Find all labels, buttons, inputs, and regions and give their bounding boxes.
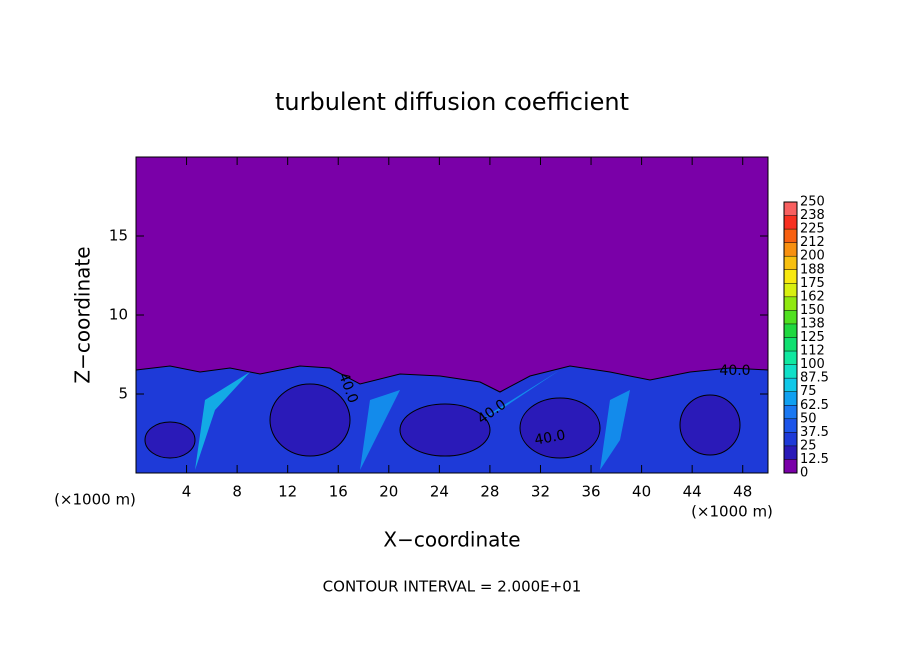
x-unit-right: (×1000 m) (691, 503, 773, 521)
colorbar-label: 138 (800, 316, 825, 331)
colorbar-label: 25 (800, 438, 817, 453)
colorbar-swatch (784, 405, 797, 419)
colorbar-swatch (784, 391, 797, 406)
x-tick-label: 8 (232, 483, 242, 501)
colorbar-swatch (784, 418, 797, 433)
colorbar-label: 37.5 (800, 425, 829, 440)
colorbar-swatch (784, 323, 797, 338)
y-tick-label: 5 (118, 385, 128, 403)
x-tick-label: 32 (531, 483, 550, 501)
contour-label: 40.0 (719, 363, 750, 379)
colorbar-label: 12.5 (800, 452, 829, 467)
x-tick-label: 20 (379, 483, 398, 501)
x-tick-label: 44 (683, 483, 702, 501)
y-axis-label: Z−coordinate (71, 246, 95, 383)
colorbar-swatch (784, 310, 797, 324)
colorbar-label: 50 (800, 411, 817, 426)
colorbar-swatch (784, 432, 797, 446)
colorbar-label: 250 (800, 195, 825, 210)
colorbar-swatch (784, 364, 797, 379)
colorbar-label: 112 (800, 344, 825, 359)
colorbar-swatch (784, 445, 797, 460)
colorbar-swatch (784, 337, 797, 352)
colorbar-label: 212 (800, 235, 825, 250)
colorbar-label: 150 (800, 303, 825, 318)
colorbar-label: 0 (800, 466, 808, 481)
colorbar-label: 75 (800, 384, 817, 399)
x-tick-label: 12 (278, 483, 297, 501)
x-tick-label: 40 (632, 483, 651, 501)
colorbar-label: 87.5 (800, 371, 829, 386)
colorbar-swatch (784, 256, 797, 270)
colorbar-swatch (784, 269, 797, 284)
x-axis-label: X−coordinate (383, 528, 520, 552)
colorbar-label: 175 (800, 276, 825, 291)
colorbar-swatch (784, 242, 797, 257)
colorbar-swatch (784, 459, 797, 473)
colorbar-label: 200 (800, 249, 825, 264)
colorbar-label: 225 (800, 222, 825, 237)
colorbar-swatch (784, 351, 797, 365)
field (136, 157, 768, 473)
colorbar-swatch (784, 202, 797, 216)
colorbar-label: 162 (800, 289, 825, 304)
contour-label: 40.0 (533, 427, 566, 448)
x-tick-label: 28 (480, 483, 499, 501)
y-tick-label: 15 (109, 227, 128, 245)
colorbar-swatch (784, 296, 797, 311)
x-unit-left: (×1000 m) (54, 491, 136, 509)
colorbar-label: 188 (800, 262, 825, 277)
x-tick-label: 36 (581, 483, 600, 501)
footer: CONTOUR INTERVAL = 2.000E+01 (323, 578, 582, 596)
colorbar-swatch (784, 283, 797, 297)
colorbar-swatch (784, 378, 797, 392)
colorbar-swatch (784, 215, 797, 230)
colorbar-label: 62.5 (800, 398, 829, 413)
colorbar-label: 125 (800, 330, 825, 345)
colorbar-label: 100 (800, 357, 825, 372)
colorbar-swatch (784, 229, 797, 243)
y-tick-label: 10 (109, 306, 128, 324)
x-tick-label: 24 (430, 483, 449, 501)
x-tick-label: 4 (182, 483, 192, 501)
chart-title: turbulent diffusion coefficient (275, 88, 629, 116)
x-tick-label: 16 (329, 483, 348, 501)
x-tick-label: 48 (733, 483, 752, 501)
colorbar-label: 238 (800, 208, 825, 223)
